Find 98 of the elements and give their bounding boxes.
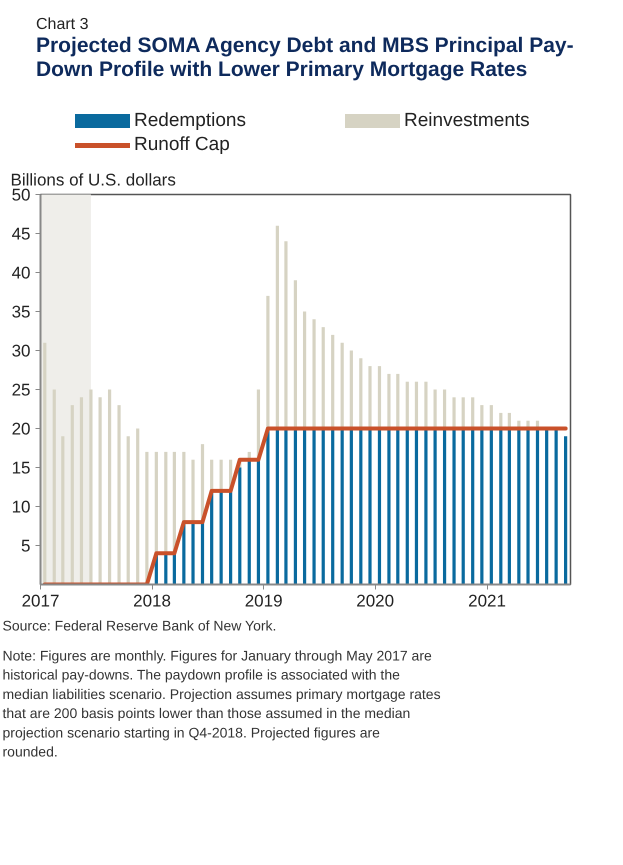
bar [545,428,548,584]
y-tick-label: 25 [12,380,31,400]
x-tick-label: 2020 [356,592,394,610]
bar [368,428,372,584]
bar [368,366,372,428]
bar [387,428,391,584]
bar [294,280,298,428]
legend-label: Runoff Cap [134,133,230,158]
bar [490,405,493,428]
bar [350,428,353,584]
bar [462,428,465,584]
bar [312,428,316,584]
line-series [42,426,568,584]
bar [424,428,428,584]
bar [80,397,84,584]
bar [191,460,195,522]
bar [302,428,306,584]
bar [414,382,418,428]
bar [406,382,409,428]
bar [471,397,474,428]
bar [564,436,568,584]
x-tick-label: 2019 [244,592,283,610]
bar [378,366,382,428]
bar [248,460,251,584]
bar [89,390,93,584]
bar [442,428,446,584]
y-tick-label: 15 [12,458,31,478]
chart-title: Projected SOMA Agency Debt and MBS Principal Pay-Down Profile with Lower Primary Mortgage Rates [36,34,575,82]
y-tick-label: 10 [12,498,31,516]
bar [136,428,140,584]
bar [526,428,530,584]
bar [536,428,540,584]
y-tick-label: 30 [12,342,31,360]
bar [452,428,456,584]
x-tick-label: 2021 [468,592,506,610]
bar [359,358,362,428]
bar [433,428,437,584]
bar [340,342,344,428]
bar [210,460,214,491]
bar [61,436,64,584]
bar [480,428,484,584]
bar [164,452,168,554]
bar [154,452,158,554]
bar [294,428,298,584]
bar [340,428,344,584]
bar [276,428,279,584]
bar [554,428,558,584]
bar [396,374,400,428]
bar [471,428,474,584]
chart-subtitle: Chart 3 [36,16,88,33]
y-tick-label: 5 [21,536,31,556]
bar [70,405,74,584]
x-tick-label: 2017 [22,592,60,610]
bar [499,428,502,584]
bar [210,490,214,584]
bar [276,226,279,428]
bar [229,490,232,584]
source-note: Source: Federal Reserve Bank of New York. [2,618,276,634]
bar [322,327,325,428]
bar [322,428,325,584]
bar [462,397,465,428]
bar [238,468,242,584]
bar [378,428,382,584]
bar [396,428,400,584]
y-tick-label: 20 [12,420,31,438]
legend-label: Redemptions [134,109,246,134]
bar [406,428,409,584]
bar [284,241,288,428]
bar [256,460,260,584]
bar [387,374,391,428]
bar [220,490,223,584]
x-tick-label: 2018 [133,592,171,610]
bar [414,428,418,584]
bar [182,452,186,522]
bar [490,428,493,584]
bar [126,436,130,584]
bar [98,397,102,584]
legend-label: Reinvestments [404,109,530,134]
bar [331,334,334,428]
bar [108,390,112,584]
bar [331,428,334,584]
bar [350,350,353,428]
bar [266,296,270,428]
bar [43,342,46,584]
bar [312,319,316,428]
bar [164,553,168,584]
bar [359,428,362,584]
y-tick-label: 40 [12,264,31,282]
bar [302,312,306,428]
text: Note: Figures are monthly. Figures for January through May 2017 are historical pay-downs. The paydown profile is associated with the median liabilities scenario. Projection assumes primary mortgage rates that are 200 basis points lower than those assumed in the median projection scenario starting in Q4-2018. Projected figures are rounded. [2,648,441,760]
y-tick-label: 45 [12,224,31,244]
bar [117,405,121,584]
bar [424,382,428,428]
y-tick-label: 35 [12,302,31,322]
bar [284,428,288,584]
bar [52,390,56,584]
bar [517,428,520,584]
bar [508,428,511,584]
